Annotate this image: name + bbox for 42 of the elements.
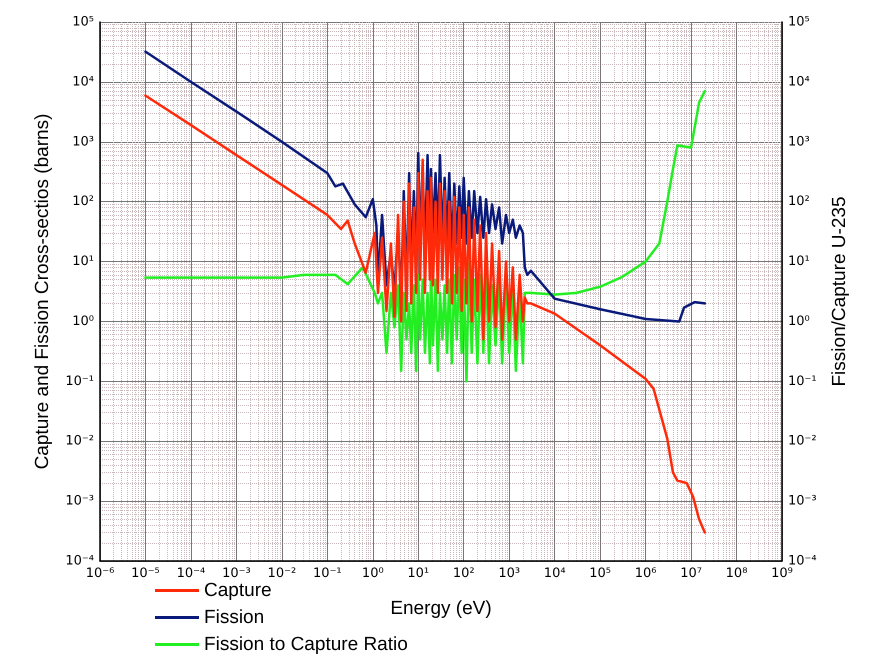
x-tick-label: 10⁵ [589, 566, 612, 581]
legend-label: Fission [204, 607, 264, 628]
x-tick-label: 10⁷ [680, 566, 702, 581]
text: 10⁰ [72, 314, 94, 329]
x-tick-label: 10³ [498, 566, 520, 581]
y-tick-label: 10⁴ [788, 74, 810, 90]
y-tick-label: 10² [788, 194, 810, 210]
y2-axis-title: Fission/Capture U-235 [829, 196, 850, 387]
x-tick-label: 10⁻⁶ [86, 566, 114, 581]
x-tick-label: 10⁸ [726, 566, 748, 581]
legend-label: Capture [204, 580, 272, 601]
text: 10⁻¹ [65, 374, 94, 389]
y-tick-label: 10⁵ [788, 14, 810, 30]
x-tick-label: 10¹ [407, 566, 430, 581]
x-tick-label: 10² [452, 566, 475, 581]
x-tick-label: 10⁶ [634, 566, 656, 581]
y-tick-label: 10¹ [788, 254, 810, 270]
y-tick-label: 10⁻³ [788, 494, 817, 509]
y-tick-label: 10⁻¹ [788, 374, 817, 389]
x-tick-label: 10⁻⁵ [131, 566, 160, 581]
text: 10³ [72, 134, 94, 150]
x-axis-title: Energy (eV) [390, 598, 492, 619]
x-tick-label: 10⁻¹ [313, 566, 342, 581]
x-tick-label: 10⁴ [544, 566, 566, 581]
text: 10⁴ [72, 74, 94, 90]
y-tick-label: 10³ [788, 134, 810, 150]
x-tick-label: 10⁻² [268, 566, 296, 581]
y-tick-label: 10⁰ [788, 314, 810, 329]
y-tick-label: 10⁻² [788, 434, 817, 449]
text: 10² [72, 194, 94, 210]
x-tick-label: 10⁻⁴ [176, 566, 206, 581]
y-axis-title: Capture and Fission Cross-sectios (barns) [32, 114, 53, 470]
x-tick-label: 10⁻³ [222, 566, 251, 581]
text: 10⁻⁴ [65, 554, 94, 568]
text: 10⁵ [72, 14, 94, 30]
text: 10⁻³ [65, 494, 94, 509]
x-tick-label: 10⁰ [362, 566, 384, 581]
text: 10⁻² [65, 434, 94, 449]
legend-label: Fission to Capture Ratio [204, 634, 408, 655]
x-tick-label: 10⁹ [771, 566, 793, 581]
y-tick-label: 10⁻⁴ [788, 554, 817, 568]
text: 10¹ [72, 254, 94, 270]
